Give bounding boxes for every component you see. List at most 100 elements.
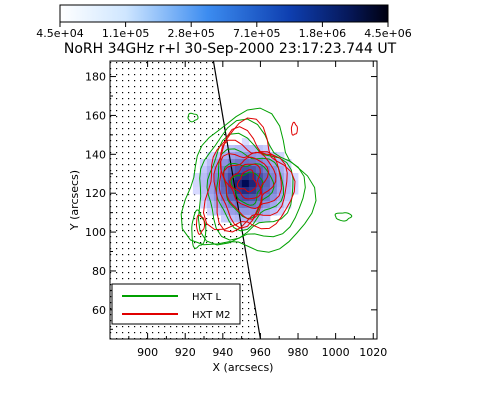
heatmap-cell — [220, 214, 229, 223]
heatmap-cell — [269, 200, 278, 209]
heatmap-cell — [220, 158, 229, 167]
heatmap-cell — [283, 158, 292, 167]
heatmap-cell — [206, 151, 215, 160]
x-tick-labels: 900 920 940 960 980 1000 1020 — [137, 346, 387, 359]
heatmap-cell — [255, 151, 264, 160]
heatmap-cell — [269, 193, 278, 202]
heatmap-cell — [220, 200, 229, 209]
heatmap-cell — [241, 207, 250, 216]
x-tick-label: 940 — [212, 346, 233, 359]
heatmap-cell — [234, 165, 243, 174]
colorbar-tick-label: 1.8e+06 — [299, 27, 346, 40]
heatmap-cell — [241, 200, 250, 209]
heatmap-cell — [255, 158, 264, 167]
heatmap-cell — [269, 207, 278, 216]
heatmap-cell — [206, 200, 215, 209]
heatmap-cell — [213, 151, 222, 160]
heatmap-cell — [206, 158, 215, 167]
heatmap-cell — [192, 172, 201, 181]
heatmap-cell — [234, 172, 243, 181]
hxt-m2-contour — [236, 169, 258, 193]
heatmap-cell — [276, 165, 285, 174]
hxt-m2-contour-northeast — [290, 121, 298, 136]
heatmap-cell — [269, 186, 278, 195]
colorbar-labels: 4.5e+04 1.1e+05 2.8e+05 7.1e+05 1.8e+06 4.5e+… — [36, 27, 411, 40]
heatmap-cell — [213, 207, 222, 216]
heatmap-cell — [262, 158, 271, 167]
y-tick-label: 120 — [85, 187, 106, 200]
heatmap-cell — [255, 144, 264, 153]
y-tick-label: 140 — [85, 148, 106, 161]
heatmap-cell — [227, 186, 236, 195]
y-tick-label: 80 — [92, 265, 106, 278]
heatmap-cell — [220, 186, 229, 195]
colorbar-tick-label: 4.5e+06 — [364, 27, 411, 40]
heatmap-cell — [262, 144, 271, 153]
heatmap-cell — [276, 151, 285, 160]
heatmap-cell — [192, 179, 201, 188]
y-tick-label: 180 — [85, 71, 106, 84]
plot-frame — [109, 60, 378, 340]
heatmap-cell — [248, 207, 257, 216]
x-tick-label: 980 — [288, 346, 309, 359]
heatmap-cell — [199, 200, 208, 209]
legend-label-hxt-m2: HXT M2 — [192, 310, 230, 321]
y-axis-label: Y (arcsecs) — [68, 170, 81, 231]
hxt-m2-contour — [218, 139, 282, 229]
heatmap-cell — [241, 137, 250, 146]
colorbar-tick-label: 1.1e+05 — [102, 27, 149, 40]
heatmap-cell — [206, 193, 215, 202]
heatmap-cell — [262, 207, 271, 216]
heatmap-cell — [234, 200, 243, 209]
heatmap-cell — [227, 193, 236, 202]
heatmap-cell — [283, 179, 292, 188]
x-tick-label: 900 — [137, 346, 158, 359]
colorbar-tick-label: 7.1e+05 — [233, 27, 280, 40]
heatmap-cell — [290, 172, 299, 181]
heatmap-cell — [241, 179, 250, 188]
heatmap-cell — [206, 186, 215, 195]
y-tick-label: 60 — [92, 304, 106, 317]
heatmap-cell — [262, 172, 271, 181]
hxt-m2-contours — [196, 117, 298, 235]
hxt-l-contour — [206, 132, 294, 241]
hxt-m2-contour — [222, 156, 270, 210]
heatmap-cell — [241, 186, 250, 195]
hxt-m2-contour — [213, 126, 288, 233]
hxt-m2-contour — [202, 117, 296, 231]
y-tick-labels: 60 80 100 120 140 160 180 — [85, 71, 106, 317]
heatmap-cell — [248, 144, 257, 153]
heatmap-cell — [234, 158, 243, 167]
heatmap-cell — [255, 207, 264, 216]
colorbar — [59, 4, 389, 23]
legend-box — [111, 283, 241, 325]
heatmap-cell — [199, 165, 208, 174]
heatmap-cell — [220, 144, 229, 153]
heatmap-cell — [227, 207, 236, 216]
heatmap-cell — [241, 221, 250, 230]
hxt-l-contour — [197, 118, 306, 246]
heatmap-cell — [220, 172, 229, 181]
heatmap-cell — [206, 172, 215, 181]
x-tick-label: 1000 — [322, 346, 350, 359]
heatmap-cell — [255, 193, 264, 202]
heatmap-cell — [199, 172, 208, 181]
heatmap-cell — [283, 186, 292, 195]
x-tick-label: 920 — [175, 346, 196, 359]
heatmap-cell — [213, 200, 222, 209]
x-axis-label: X (arcsecs) — [213, 361, 274, 374]
heatmap-cell — [220, 193, 229, 202]
colorbar-tick-label: 2.8e+05 — [167, 27, 214, 40]
heatmap-cell — [276, 193, 285, 202]
y-tick-label: 100 — [85, 226, 106, 239]
heatmap-cell — [227, 151, 236, 160]
heatmap-cell — [241, 214, 250, 223]
heatmap-cell — [199, 193, 208, 202]
heatmap-cell — [241, 151, 250, 160]
heatmap-cell — [269, 172, 278, 181]
heatmap-cell — [213, 172, 222, 181]
heatmap-cell — [283, 193, 292, 202]
heatmap-cell — [220, 179, 229, 188]
heatmap-cell — [262, 200, 271, 209]
